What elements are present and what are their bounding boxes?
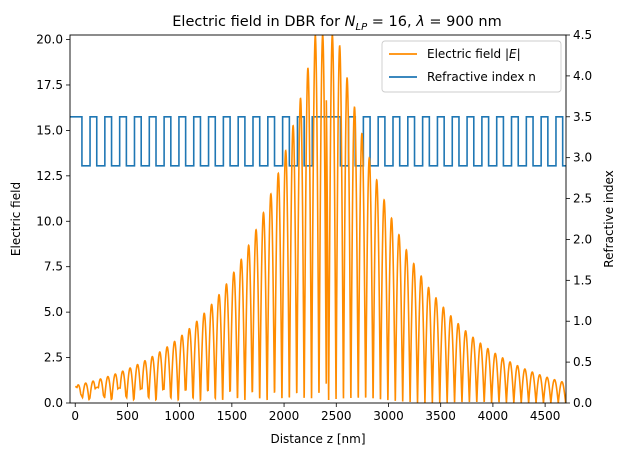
left-y-tick-label: 12.5 bbox=[36, 169, 63, 183]
plot-frame bbox=[69, 34, 567, 404]
x-tick-label: 2000 bbox=[269, 409, 300, 423]
right-y-axis: 0.0 0.5 1.0 1.5 2.0 2.5 3.0 3.5 4.0 4.5 bbox=[566, 28, 592, 410]
plot-area bbox=[70, 35, 566, 403]
x-tick-label: 3500 bbox=[425, 409, 456, 423]
legend: Electric field |E| Refractive index n bbox=[381, 40, 562, 93]
right-y-tick-label: 1.5 bbox=[573, 273, 592, 287]
right-y-tick-label: 0.5 bbox=[573, 355, 592, 369]
x-tick-label: 500 bbox=[116, 409, 139, 423]
x-tick-label: 4500 bbox=[530, 409, 561, 423]
x-tick-label: 3000 bbox=[373, 409, 404, 423]
left-y-axis-label: Electric field bbox=[9, 182, 23, 256]
legend-label-electric-field: Electric field |E| bbox=[427, 47, 521, 61]
legend-label-refractive-index: Refractive index n bbox=[427, 70, 536, 84]
right-y-axis-label: Refractive index bbox=[602, 170, 616, 267]
left-y-tick-label: 2.5 bbox=[44, 351, 63, 365]
left-y-tick-label: 5.0 bbox=[44, 305, 63, 319]
left-y-tick-label: 7.5 bbox=[44, 260, 63, 274]
x-tick-label: 4000 bbox=[478, 409, 509, 423]
x-tick-label: 0 bbox=[71, 409, 79, 423]
x-axis-label: Distance z [nm] bbox=[270, 432, 365, 446]
x-tick-label: 1000 bbox=[164, 409, 195, 423]
left-y-tick-label: 17.5 bbox=[36, 78, 63, 92]
left-y-tick-label: 15.0 bbox=[36, 123, 63, 137]
chart-title: Electric field in DBR for NLP = 16, λ = … bbox=[172, 14, 502, 33]
electric-field-line bbox=[75, 35, 566, 403]
right-y-tick-label: 0.0 bbox=[573, 396, 592, 410]
right-y-tick-label: 2.5 bbox=[573, 192, 592, 206]
right-y-tick-label: 3.0 bbox=[573, 151, 592, 165]
right-y-tick-label: 4.5 bbox=[573, 28, 592, 42]
left-y-tick-label: 20.0 bbox=[36, 33, 63, 47]
left-y-tick-label: 0.0 bbox=[44, 396, 63, 410]
legend-box bbox=[381, 40, 562, 93]
right-y-tick-label: 2.0 bbox=[573, 232, 592, 246]
x-axis: 0 500 1000 1500 2000 2500 3000 3500 4000 4500 bbox=[71, 403, 560, 423]
right-y-tick-label: 4.0 bbox=[573, 69, 592, 83]
right-y-tick-label: 1.0 bbox=[573, 314, 592, 328]
right-y-tick-label: 3.5 bbox=[573, 110, 592, 124]
x-tick-label: 1500 bbox=[217, 409, 248, 423]
left-y-axis: 0.0 2.5 5.0 7.5 10.0 12.5 15.0 17.5 20.0 bbox=[36, 33, 70, 410]
left-y-tick-label: 10.0 bbox=[36, 214, 63, 228]
x-tick-label: 2500 bbox=[321, 409, 352, 423]
